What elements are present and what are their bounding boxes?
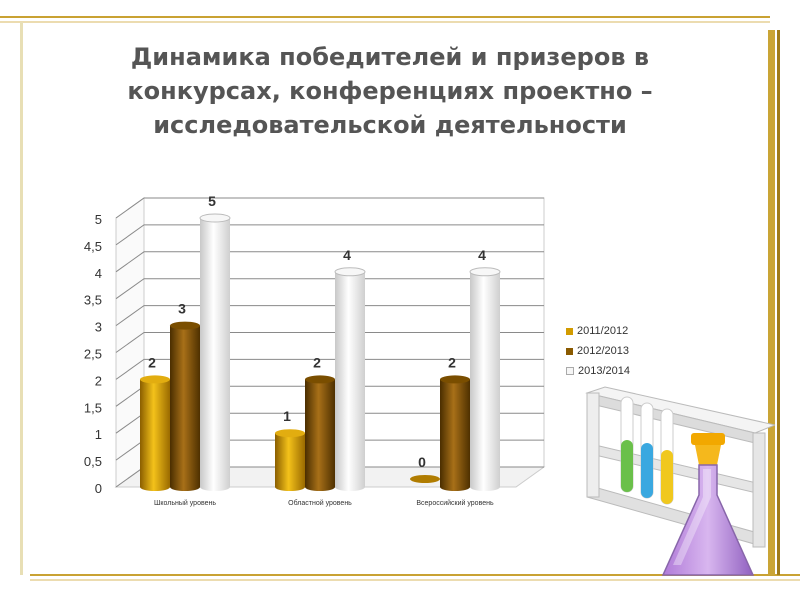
bar: [170, 325, 200, 491]
bar-top: [334, 267, 366, 277]
bar: [305, 379, 335, 491]
gridline: [115, 251, 544, 273]
legend-swatch: [566, 367, 574, 375]
y-tick-label: 1: [95, 427, 102, 442]
data-label: 2: [448, 354, 456, 370]
data-label: 2: [148, 354, 156, 370]
y-tick-label: 0,5: [84, 454, 102, 469]
bar-top: [199, 213, 231, 223]
data-label: 2: [313, 354, 321, 370]
data-label: 1: [283, 408, 291, 424]
bar: [275, 433, 305, 491]
y-tick-label: 3,5: [84, 293, 102, 308]
gridline: [115, 278, 544, 300]
y-tick-label: 4,5: [84, 239, 102, 254]
data-label: 4: [478, 247, 486, 263]
bar-top: [469, 267, 501, 277]
gridline: [115, 358, 544, 380]
y-tick-label: 5: [95, 212, 102, 227]
x-tick-label: Школьный уровень: [154, 499, 216, 507]
gridline: [115, 332, 544, 353]
bar-top: [140, 375, 170, 384]
chart-legend: 2011/2012 2012/2013 2013/2014: [566, 321, 630, 381]
legend-label: 2013/2014: [578, 365, 630, 377]
gridline: [115, 197, 544, 219]
legend-item: 2011/2012: [566, 321, 630, 341]
bar: [200, 218, 230, 491]
slide-title-line-3: исследовательской деятельности: [153, 111, 627, 139]
legend-label: 2011/2012: [577, 325, 629, 337]
x-tick-label: Областной уровень: [288, 499, 352, 507]
y-tick-label: 2: [95, 373, 102, 388]
x-tick-label: Всероссийский уровень: [416, 499, 494, 507]
bar: [440, 379, 470, 491]
legend-swatch: [566, 347, 573, 355]
bar: [470, 271, 500, 491]
bar-top: [440, 375, 470, 384]
slide-title-line-1: Динамика победителей и призеров в: [130, 43, 650, 71]
data-label: 4: [343, 247, 351, 263]
legend-item: 2012/2013: [566, 341, 630, 361]
y-tick-label: 2,5: [84, 347, 102, 362]
data-label: 0: [418, 454, 426, 470]
y-tick-label: 0: [95, 481, 102, 496]
y-tick-label: 1,5: [84, 400, 102, 415]
bar-top: [275, 429, 305, 438]
data-label: 3: [178, 301, 186, 317]
bar-top: [170, 321, 200, 330]
legend-label: 2012/2013: [577, 345, 629, 357]
slide-title-line-2: конкурсах, конференциях проектно –: [127, 77, 653, 105]
bar-top: [305, 375, 335, 384]
bar: [335, 271, 365, 491]
data-label: 5: [208, 193, 216, 209]
y-tick-label: 4: [95, 266, 102, 281]
gridline: [115, 305, 544, 327]
bar: [140, 379, 170, 491]
y-tick-label: 3: [95, 320, 102, 335]
gridline: [115, 224, 544, 246]
slide-title: Динамика победителей и призеров в конкур…: [60, 40, 720, 142]
flask-and-test-tubes-icon: [585, 386, 775, 576]
legend-swatch: [566, 327, 573, 335]
legend-item: 2013/2014: [566, 361, 630, 381]
bar-top: [410, 475, 440, 483]
